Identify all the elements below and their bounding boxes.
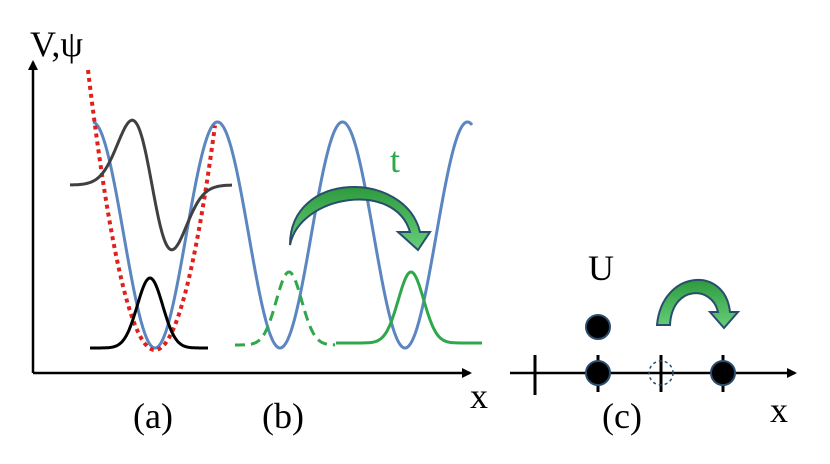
harmonic-potential [86,69,217,353]
wannier-function [235,270,335,347]
empty-site [648,360,674,386]
y-axis-label: V,ψ [30,24,83,64]
particle [585,314,611,340]
wannier-function [336,270,482,345]
hopping-label: t [390,140,400,180]
particle [585,360,611,386]
hopping-arrow [289,186,432,252]
interaction-label: U [588,248,614,288]
particle [710,360,736,386]
panel-label: (c) [602,396,642,436]
panel-label: (b) [262,396,304,436]
x-axis-label: x [470,376,488,416]
x-axis-label: x [770,390,788,430]
curves [70,69,482,353]
lattice-potential [92,120,474,350]
excited-wavefunction [70,118,232,252]
hopping-arrow [655,278,741,330]
panel-label: (a) [133,396,173,436]
ground-wavefunction [90,276,208,350]
